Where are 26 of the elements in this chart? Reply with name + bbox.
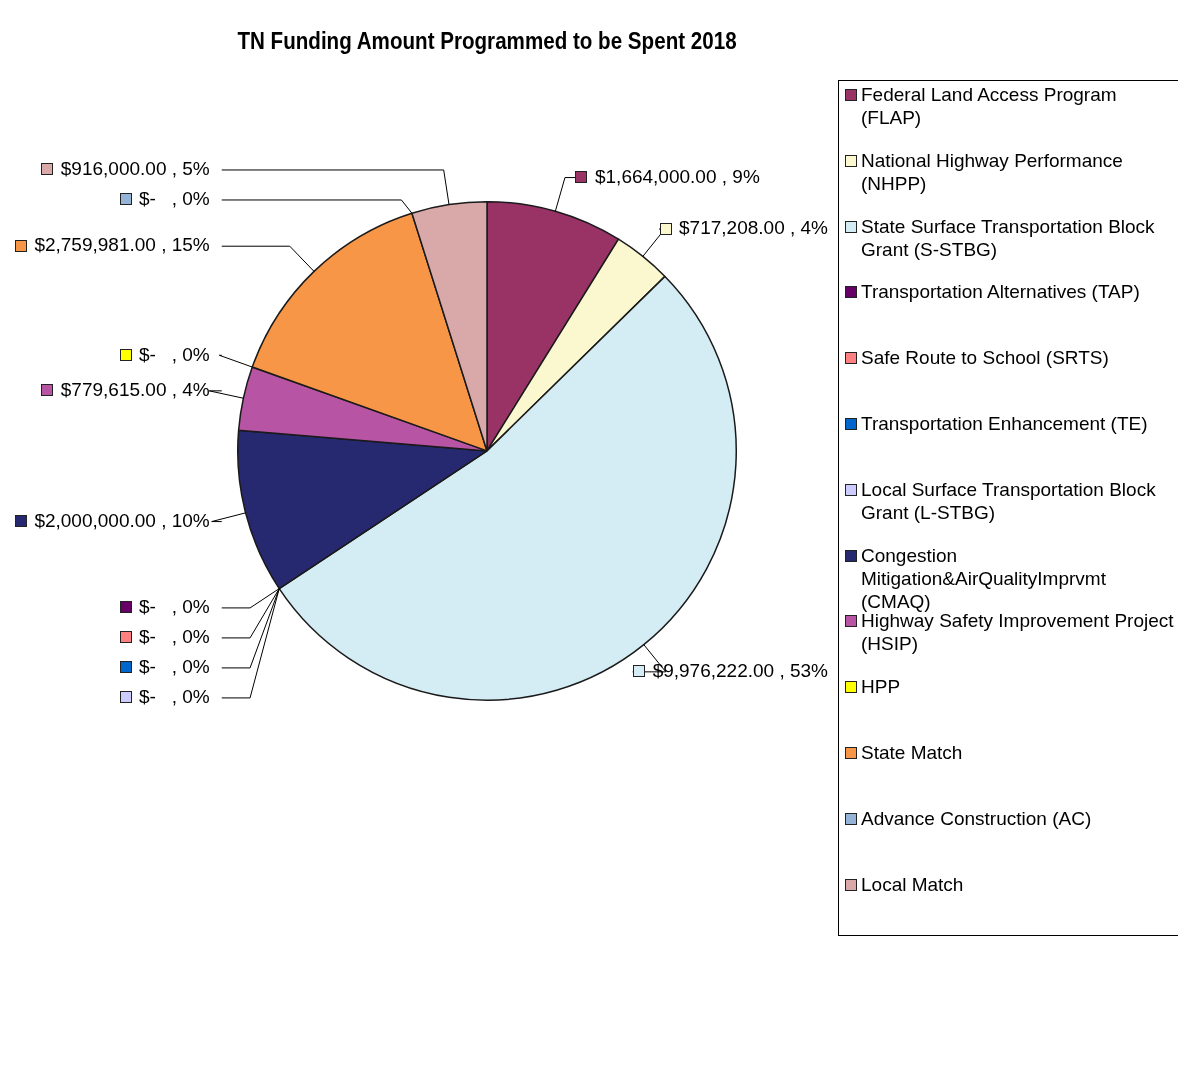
- data-label: $717,208.00 , 4%: [679, 217, 829, 239]
- legend-label: Transportation Enhancement (TE): [861, 412, 1148, 435]
- legend-label: Local Surface Transportation Block Grant (L-STBG): [861, 477, 1157, 524]
- data-label: $2,759,981.00 , 15%: [34, 234, 210, 256]
- legend-label: Federal Land Access Program (FLAP): [861, 83, 1118, 129]
- data-label: $1,664,000.00 , 9%: [594, 165, 760, 187]
- legend-label: Congestion Mitigation&AirQualityImprvmt (CMAQ): [861, 543, 1107, 613]
- legend-label: Transportation Alternatives (TAP): [861, 280, 1140, 304]
- chart-title: TN Funding Amount Programmed to be Spent 2018: [237, 27, 737, 55]
- text: $- , 0%: [139, 343, 210, 365]
- data-label: $779,615.00 , 4%: [60, 379, 210, 401]
- text: $- , 0%: [139, 188, 210, 210]
- legend-label: State Match: [861, 740, 963, 764]
- legend-label: National Highway Performance (NHPP): [861, 148, 1124, 195]
- text: $- , 0%: [139, 596, 210, 618]
- text: $- , 0%: [139, 686, 210, 708]
- legend-label: State Surface Transportation Block Grant (S-STBG): [861, 214, 1156, 261]
- legend-label: HPP: [861, 675, 901, 699]
- text: $- , 0%: [139, 626, 210, 648]
- legend-label: Local Match: [861, 872, 964, 896]
- text: $- , 0%: [139, 656, 210, 678]
- data-label: $9,976,222.00 , 53%: [652, 660, 829, 682]
- data-label: $916,000.00 , 5%: [60, 158, 210, 180]
- legend-label: Safe Route to School (SRTS): [861, 346, 1109, 370]
- legend-label: Advance Construction (AC): [861, 806, 1092, 830]
- data-label: $2,000,000.00 , 10%: [34, 509, 210, 531]
